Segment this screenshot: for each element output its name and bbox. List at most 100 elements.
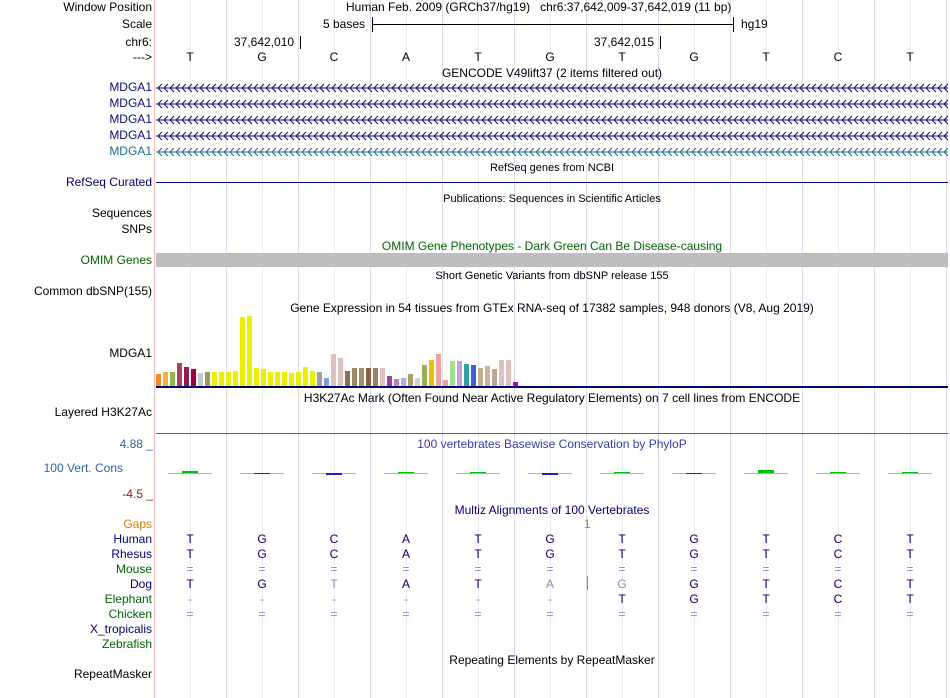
gtex-tissue-bar[interactable] — [261, 369, 266, 386]
gtex-tissue-bar[interactable] — [233, 371, 238, 386]
phylop-score[interactable] — [902, 472, 918, 473]
gtex-tissue-bar[interactable] — [275, 372, 280, 386]
multiz-gaps-label[interactable]: Gaps — [123, 517, 152, 531]
phylop-score[interactable] — [326, 473, 342, 476]
gtex-tissue-bar[interactable] — [359, 368, 364, 386]
omim-bar[interactable] — [156, 253, 948, 267]
phylop-label[interactable]: 100 Vert. Cons — [43, 461, 123, 475]
gencode-transcript[interactable] — [156, 147, 948, 157]
gtex-tissue-bar[interactable] — [205, 372, 210, 386]
species-label-mouse[interactable]: Mouse — [115, 562, 152, 576]
gtex-tissue-bar[interactable] — [345, 371, 350, 386]
pubs-title[interactable]: Publications: Sequences in Scientific Ar… — [443, 193, 661, 205]
species-label-chicken[interactable]: Chicken — [108, 607, 152, 621]
h3k27ac-label[interactable]: Layered H3K27Ac — [54, 405, 152, 419]
gencode-transcript-label[interactable]: MDGA1 — [109, 80, 152, 94]
gencode-title[interactable]: GENCODE V49lift37 (2 items filtered out) — [441, 66, 663, 80]
gtex-tissue-bar[interactable] — [338, 358, 343, 386]
gtex-tissue-bar[interactable] — [471, 365, 476, 386]
gtex-tissue-bar[interactable] — [506, 360, 511, 386]
phylop-score[interactable] — [470, 472, 486, 473]
species-label-human[interactable]: Human — [113, 532, 152, 546]
gtex-tissue-bar[interactable] — [219, 372, 224, 386]
dbsnp-label[interactable]: Common dbSNP(155) — [33, 284, 152, 298]
gtex-tissue-bar[interactable] — [422, 365, 427, 386]
phylop-score[interactable] — [398, 472, 414, 473]
refseq-label[interactable]: RefSeq Curated — [65, 175, 152, 189]
gtex-tissue-bar[interactable] — [408, 374, 413, 386]
gtex-tissue-bar[interactable] — [212, 372, 217, 386]
gtex-tissue-bar[interactable] — [324, 378, 329, 386]
gtex-tissue-bar[interactable] — [415, 378, 420, 386]
species-label-x_tropicalis[interactable]: X_tropicalis — [89, 622, 152, 636]
refseq-line[interactable] — [156, 182, 948, 183]
gtex-tissue-bar[interactable] — [394, 379, 399, 386]
species-label-elephant[interactable]: Elephant — [104, 592, 152, 606]
gtex-tissue-bar[interactable] — [401, 378, 406, 386]
gtex-tissue-bar[interactable] — [380, 368, 385, 386]
gtex-tissue-bar[interactable] — [247, 316, 252, 386]
pubs-sequences-label[interactable]: Sequences — [91, 206, 152, 220]
gtex-tissue-bar[interactable] — [296, 372, 301, 386]
gtex-tissue-bar[interactable] — [198, 373, 203, 386]
gtex-tissue-bar[interactable] — [240, 317, 245, 386]
gtex-tissue-bar[interactable] — [492, 369, 497, 386]
gtex-tissue-bar[interactable] — [366, 368, 371, 386]
phylop-score[interactable] — [830, 472, 846, 473]
gtex-tissue-bar[interactable] — [156, 374, 161, 386]
phylop-track[interactable] — [156, 447, 948, 497]
gencode-transcript-label[interactable]: MDGA1 — [109, 96, 152, 110]
gtex-tissue-bar[interactable] — [163, 372, 168, 386]
gtex-tissue-bar[interactable] — [513, 382, 518, 386]
gtex-tissue-bar[interactable] — [170, 372, 175, 386]
gtex-title[interactable]: Gene Expression in 54 tissues from GTEx … — [290, 301, 814, 315]
gtex-tissue-bar[interactable] — [373, 368, 378, 386]
dbsnp-title[interactable]: Short Genetic Variants from dbSNP releas… — [435, 270, 669, 282]
repeatmasker-label[interactable]: RepeatMasker — [73, 667, 152, 681]
gtex-tissue-bar[interactable] — [310, 371, 315, 386]
gtex-tissue-bar[interactable] — [485, 366, 490, 386]
gencode-transcript-label[interactable]: MDGA1 — [109, 144, 152, 158]
gtex-tissue-bar[interactable] — [450, 361, 455, 386]
gtex-tissue-bar[interactable] — [177, 363, 182, 386]
gtex-tissue-bar[interactable] — [303, 367, 308, 386]
gtex-tissue-bar[interactable] — [436, 354, 441, 386]
gtex-tissue-bar[interactable] — [499, 360, 504, 386]
species-label-zebrafish[interactable]: Zebrafish — [101, 637, 152, 651]
refseq-title[interactable]: RefSeq genes from NCBI — [489, 162, 615, 174]
gencode-transcript-label[interactable]: MDGA1 — [109, 128, 152, 142]
gtex-tissue-bar[interactable] — [191, 369, 196, 386]
gencode-transcript[interactable] — [156, 115, 948, 125]
phylop-score[interactable] — [254, 473, 270, 475]
gtex-tissue-bar[interactable] — [331, 354, 336, 386]
gtex-tissue-bar[interactable] — [254, 368, 259, 386]
gtex-tissue-bar[interactable] — [429, 360, 434, 386]
gtex-tissue-bar[interactable] — [289, 373, 294, 386]
gtex-tissue-bar[interactable] — [352, 368, 357, 386]
omim-label[interactable]: OMIM Genes — [80, 253, 152, 267]
gtex-tissue-bar[interactable] — [282, 372, 287, 386]
multiz-title[interactable]: Multiz Alignments of 100 Vertebrates — [454, 503, 650, 517]
species-label-rhesus[interactable]: Rhesus — [111, 547, 152, 561]
h3k27ac-title[interactable]: H3K27Ac Mark (Often Found Near Active Re… — [303, 391, 801, 405]
gtex-tissue-bar[interactable] — [268, 372, 273, 386]
phylop-score[interactable] — [182, 470, 198, 473]
omim-title[interactable]: OMIM Gene Phenotypes - Dark Green Can Be… — [381, 239, 723, 253]
gencode-transcript[interactable] — [156, 99, 948, 109]
gtex-tissue-bar[interactable] — [317, 372, 322, 386]
phylop-score[interactable] — [614, 472, 630, 473]
gtex-tissue-bar[interactable] — [443, 380, 448, 386]
gtex-tissue-bar[interactable] — [387, 376, 392, 386]
gtex-tissue-bar[interactable] — [464, 364, 469, 386]
gtex-tissue-bar[interactable] — [184, 367, 189, 386]
gtex-tissue-bar[interactable] — [478, 368, 483, 386]
gtex-label[interactable]: MDGA1 — [109, 346, 152, 360]
gtex-chart[interactable] — [156, 316, 948, 386]
pubs-snps-label[interactable]: SNPs — [121, 222, 152, 236]
phylop-score[interactable] — [542, 473, 558, 475]
gencode-transcript-label[interactable]: MDGA1 — [109, 112, 152, 126]
gencode-transcript[interactable] — [156, 131, 948, 141]
phylop-score[interactable] — [758, 470, 774, 473]
gencode-transcript[interactable] — [156, 83, 948, 93]
gtex-tissue-bar[interactable] — [457, 361, 462, 386]
